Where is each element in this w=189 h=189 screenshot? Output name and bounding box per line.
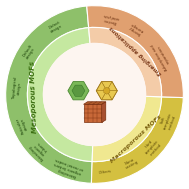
Text: Adsorption and
separation: Adsorption and separation [151, 40, 173, 71]
Text: Electro
catalysis: Electro catalysis [101, 12, 120, 24]
Text: Default
design: Default design [22, 44, 37, 60]
Circle shape [2, 2, 187, 187]
Circle shape [43, 43, 146, 146]
Polygon shape [96, 82, 117, 100]
Text: Emerging applications: Emerging applications [109, 24, 163, 75]
Polygon shape [84, 104, 102, 122]
Text: Soft
template
method: Soft template method [159, 111, 177, 132]
Text: Extending
organic
linkers: Extending organic linkers [28, 138, 51, 161]
Wedge shape [6, 6, 92, 183]
Wedge shape [91, 97, 183, 183]
Text: Hard
template
method: Hard template method [142, 136, 163, 158]
Polygon shape [102, 102, 106, 122]
Text: Extending
organic linkers
or metal nodes: Extending organic linkers or metal nodes [52, 156, 84, 179]
Wedge shape [87, 6, 183, 98]
Polygon shape [104, 87, 110, 94]
Polygon shape [84, 102, 106, 104]
Text: Others: Others [99, 169, 112, 175]
Text: Defect
design: Defect design [48, 20, 63, 34]
Wedge shape [92, 96, 162, 162]
Text: Reticular
design: Reticular design [15, 115, 30, 135]
Text: Energy
storage: Energy storage [127, 21, 144, 36]
Text: Mesoporous MOFs: Mesoporous MOFs [29, 60, 38, 133]
Text: Macroporous MOFs: Macroporous MOFs [110, 114, 163, 164]
Polygon shape [72, 85, 85, 96]
Wedge shape [89, 27, 162, 97]
Wedge shape [27, 28, 93, 162]
Polygon shape [68, 82, 89, 100]
Text: Nano
casting: Nano casting [123, 156, 139, 170]
Text: Topological
design: Topological design [12, 76, 22, 99]
